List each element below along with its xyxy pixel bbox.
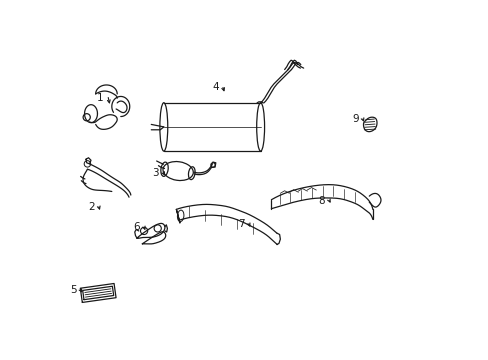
Text: 4: 4 — [212, 82, 218, 93]
Text: 6: 6 — [133, 222, 140, 232]
Text: 9: 9 — [351, 114, 358, 124]
Text: 7: 7 — [237, 219, 244, 229]
Text: 5: 5 — [70, 285, 77, 296]
Text: 1: 1 — [97, 93, 104, 103]
Text: 2: 2 — [88, 202, 94, 212]
Text: 3: 3 — [152, 168, 159, 178]
Text: 8: 8 — [318, 196, 325, 206]
